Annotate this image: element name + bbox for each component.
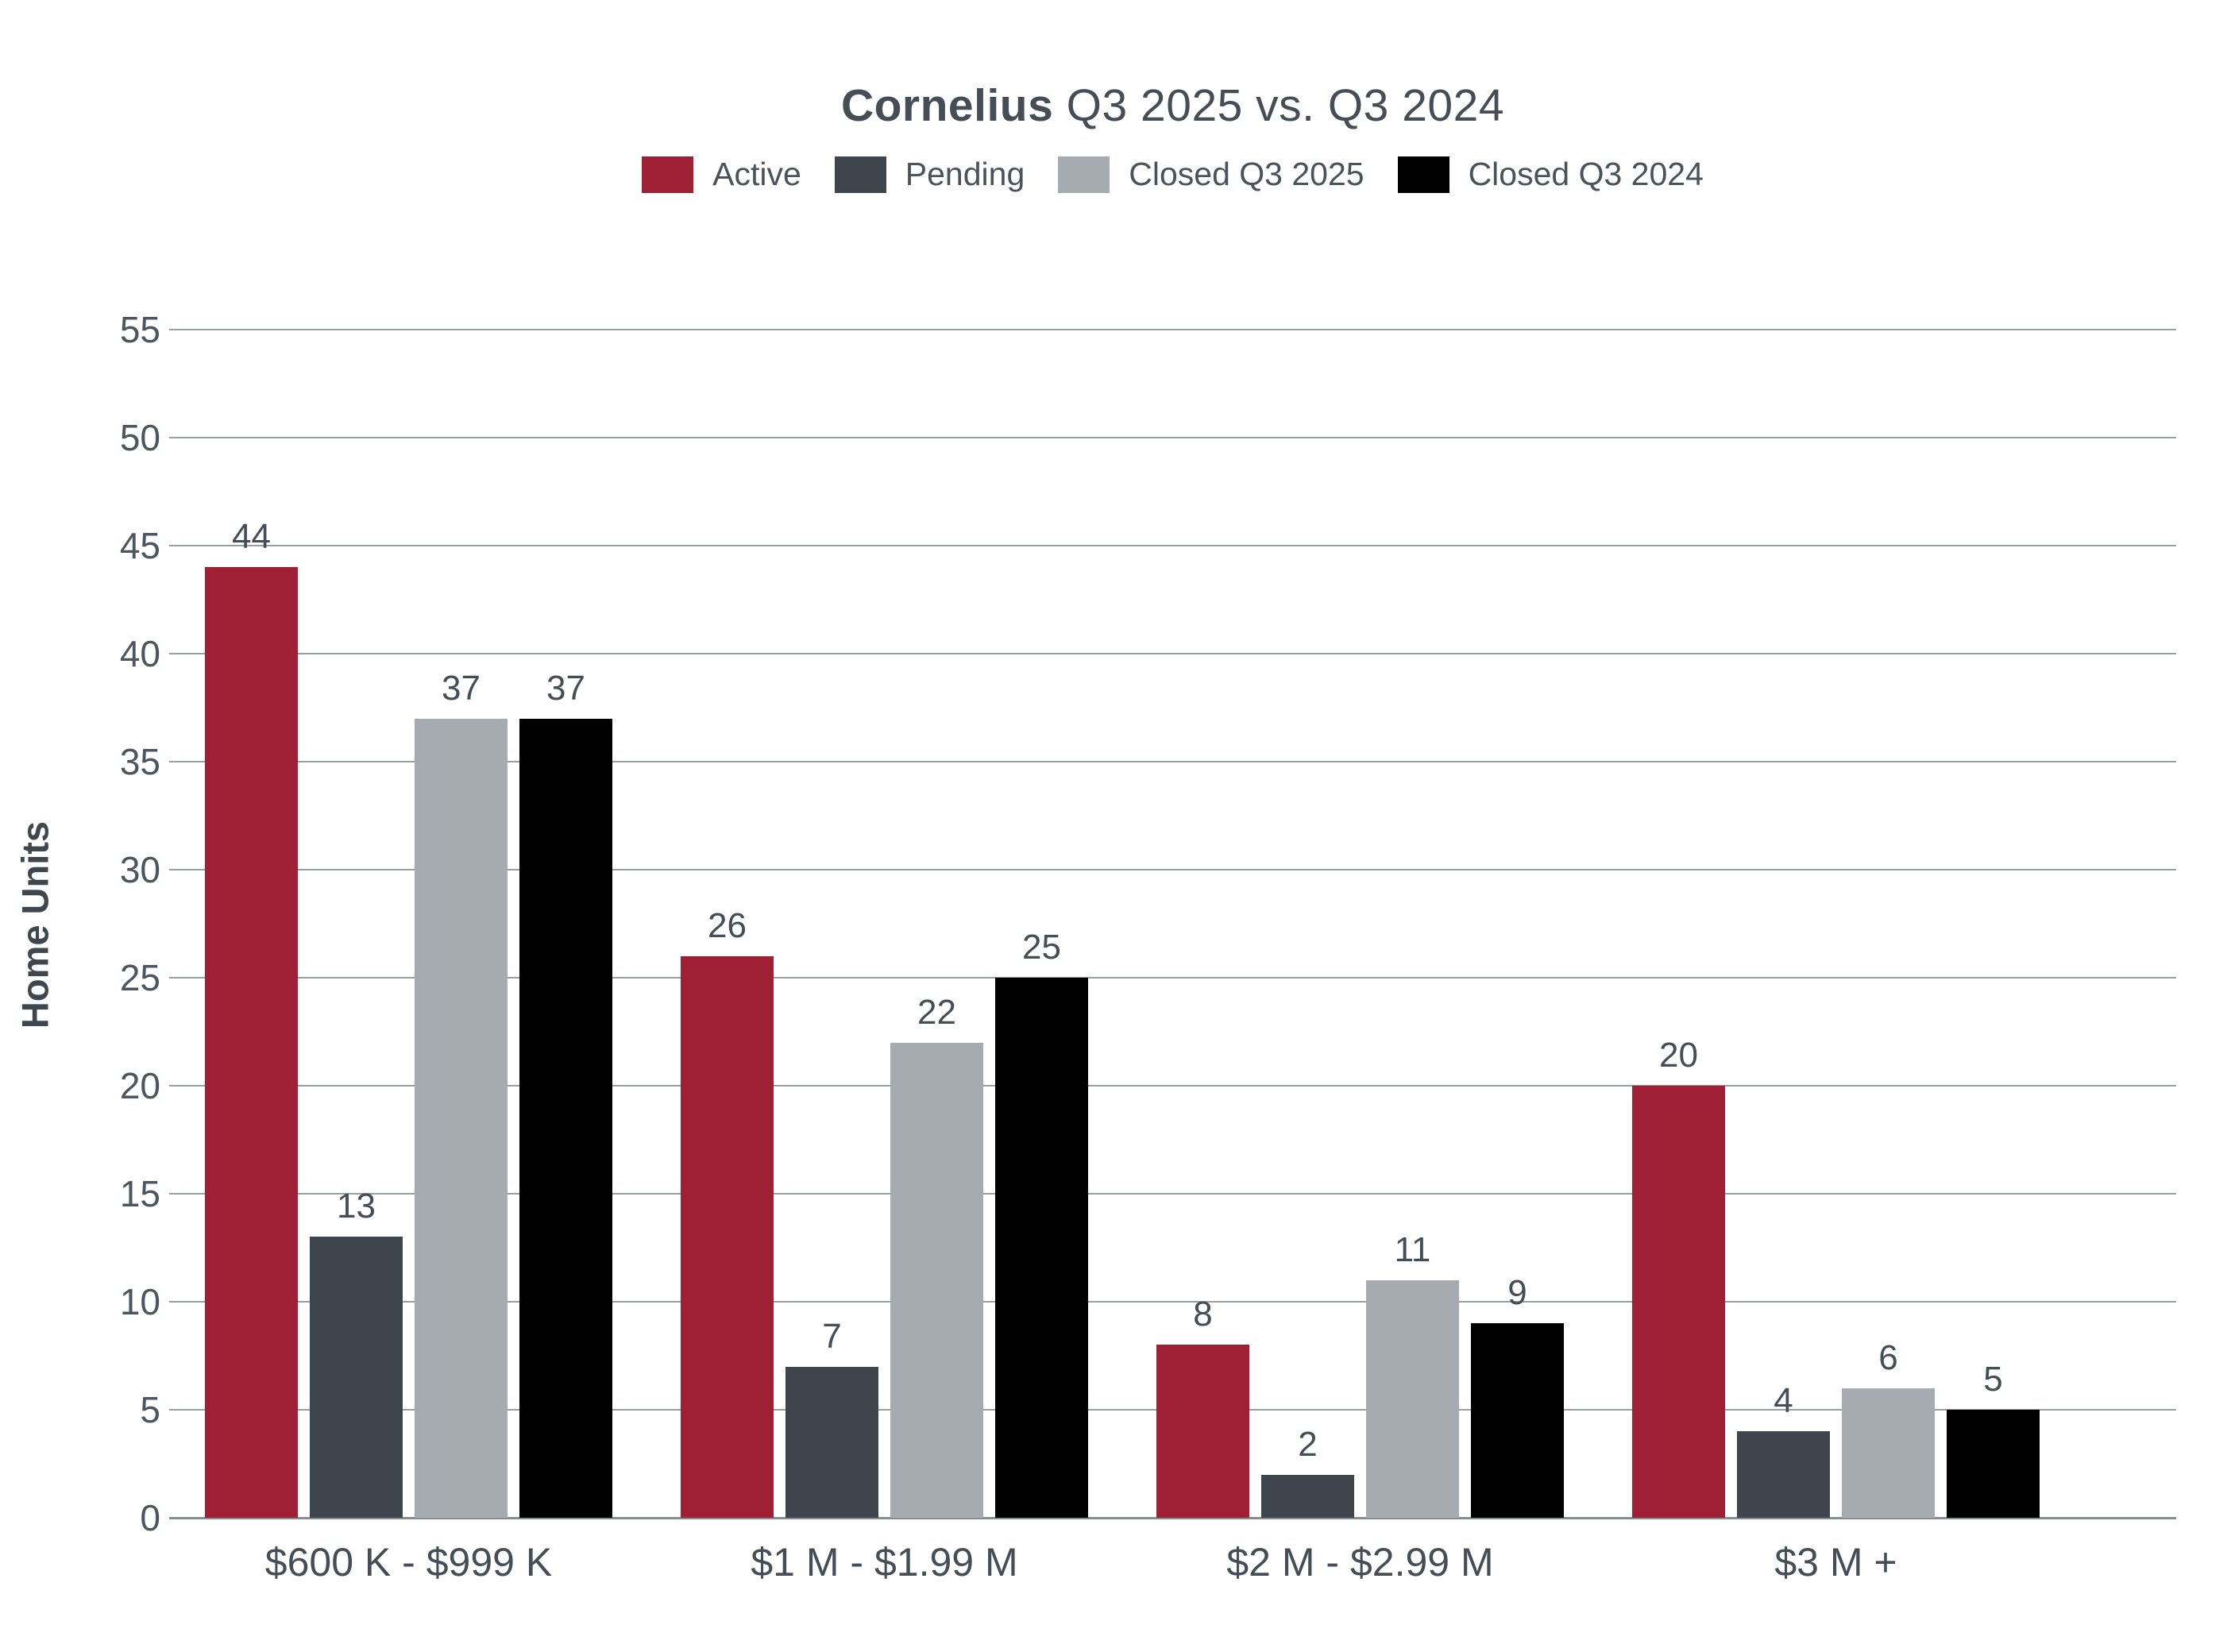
legend-item-label: Closed Q3 2024	[1468, 156, 1704, 192]
bar-value-label: 2	[1298, 1425, 1318, 1464]
x-category-label: $1 M - $1.99 M	[751, 1540, 1018, 1584]
gridline	[169, 329, 2176, 330]
y-tick-label: 0	[140, 1497, 160, 1538]
y-tick-label: 15	[119, 1173, 160, 1214]
bar-value-label: 7	[822, 1317, 842, 1356]
gridline	[169, 1085, 2176, 1087]
legend-swatch-icon	[1397, 156, 1449, 193]
page-title: Cornelius Q3 2025 vs. Q3 2024	[169, 79, 2176, 132]
legend-item: Pending	[834, 156, 1025, 193]
bar-value-label: 37	[442, 669, 481, 708]
gridline	[169, 437, 2176, 438]
bar-closed-q3-2024	[1471, 1323, 1564, 1518]
title-emphasis: Cornelius	[840, 80, 1054, 131]
y-tick-label: 10	[119, 1281, 160, 1322]
bar-value-label: 26	[708, 906, 747, 945]
y-tick-label: 20	[119, 1065, 160, 1106]
bar-active	[1156, 1345, 1249, 1518]
bar-value-label: 11	[1394, 1230, 1431, 1269]
gridline	[169, 1193, 2176, 1195]
y-tick-label: 45	[119, 525, 160, 566]
bar-value-label: 9	[1507, 1273, 1527, 1312]
bar-closed-q3-2025	[415, 719, 508, 1518]
bar-value-label: 44	[232, 517, 271, 556]
gridline	[169, 977, 2176, 978]
bar-closed-q3-2024	[1947, 1410, 2040, 1518]
gridline	[169, 545, 2176, 546]
bar-active	[681, 956, 774, 1518]
y-axis-label: Home Units	[14, 820, 56, 1029]
x-axis-line	[169, 1517, 2176, 1519]
bar-value-label: 25	[1022, 928, 1061, 967]
bar-closed-q3-2025	[1842, 1388, 1935, 1518]
y-tick-label: 40	[119, 633, 160, 674]
legend-item: Closed Q3 2025	[1058, 156, 1364, 193]
x-category-label: $3 M +	[1774, 1540, 1897, 1584]
bar-pending	[785, 1367, 878, 1518]
y-tick-label: 5	[140, 1389, 160, 1430]
y-tick-label: 30	[119, 849, 160, 890]
title-rest: Q3 2025 vs. Q3 2024	[1053, 80, 1505, 131]
bar-value-label: 8	[1193, 1295, 1213, 1334]
bar-value-label: 22	[917, 993, 956, 1032]
gridline	[169, 653, 2176, 654]
legend-swatch-icon	[834, 156, 886, 193]
gridline	[169, 1301, 2176, 1303]
bar-active	[1632, 1086, 1725, 1518]
bar-value-label: 20	[1659, 1036, 1698, 1075]
bar-closed-q3-2025	[890, 1043, 983, 1518]
bar-value-label: 13	[337, 1187, 376, 1225]
gridline	[169, 761, 2176, 762]
bar-value-label: 5	[1983, 1360, 2003, 1399]
bar-value-label: 4	[1774, 1381, 1793, 1420]
legend-swatch-icon	[642, 156, 694, 193]
bar-pending	[310, 1237, 403, 1518]
bar-pending	[1261, 1475, 1354, 1518]
legend-swatch-icon	[1058, 156, 1110, 193]
bar-pending	[1737, 1431, 1830, 1518]
y-tick-label: 25	[119, 957, 160, 998]
bar-value-label: 37	[546, 669, 585, 708]
legend: Active Pending Closed Q3 2025 Closed Q3 202…	[169, 156, 2176, 193]
legend-item-label: Closed Q3 2025	[1129, 156, 1364, 192]
y-tick-label: 50	[119, 417, 160, 458]
x-category-label: $2 M - $2.99 M	[1226, 1540, 1494, 1584]
bar-closed-q3-2024	[995, 978, 1088, 1518]
legend-item: Closed Q3 2024	[1397, 156, 1704, 193]
bar-closed-q3-2025	[1366, 1280, 1459, 1518]
gridline	[169, 869, 2176, 870]
bar-closed-q3-2024	[519, 719, 612, 1518]
y-tick-label: 35	[119, 741, 160, 782]
legend-item-label: Active	[712, 156, 801, 192]
bar-active	[205, 567, 298, 1518]
y-tick-label: 55	[119, 309, 160, 350]
legend-item: Active	[642, 156, 801, 193]
bar-value-label: 6	[1878, 1338, 1898, 1377]
x-category-label: $600 K - $999 K	[264, 1540, 553, 1584]
legend-item-label: Pending	[905, 156, 1025, 192]
